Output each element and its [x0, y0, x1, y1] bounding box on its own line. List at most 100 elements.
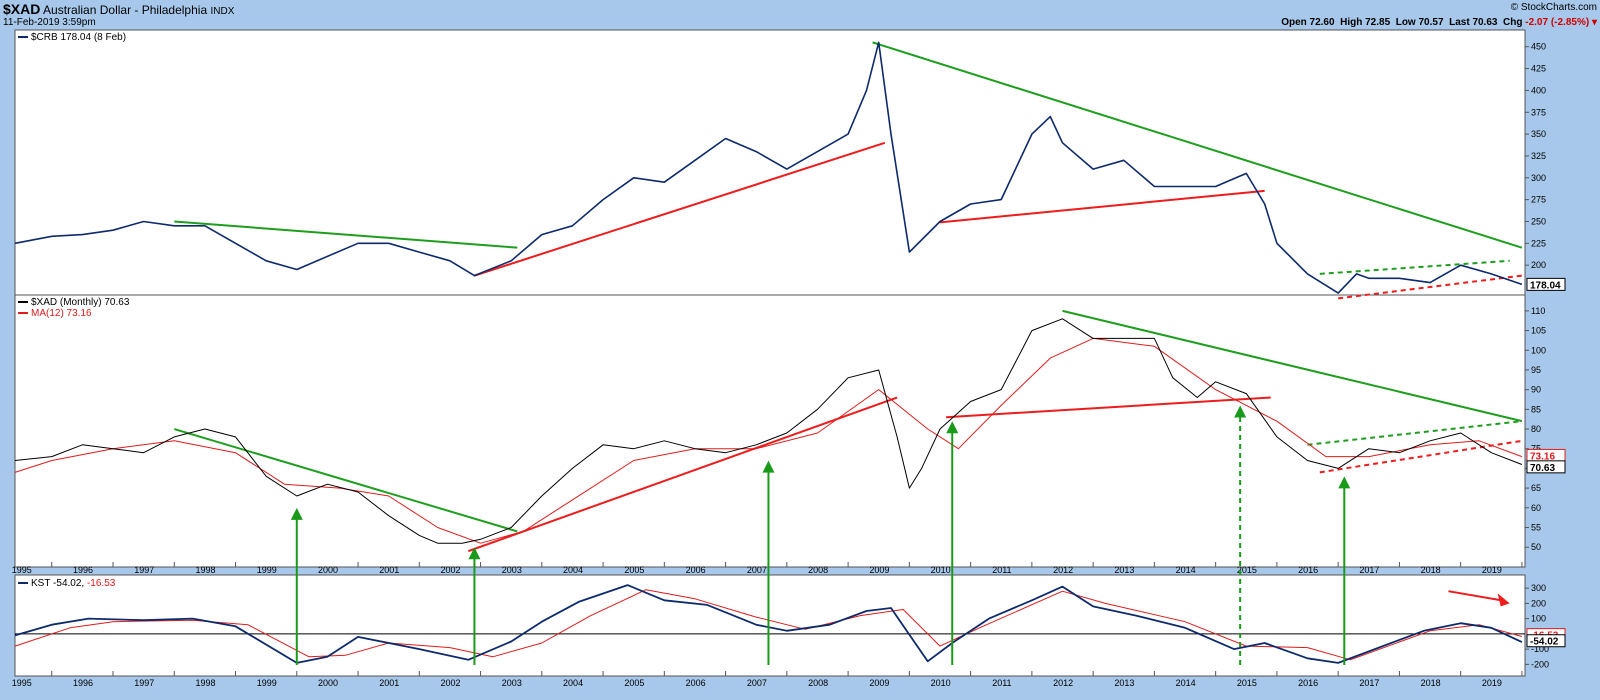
y-tick-label: 250: [1531, 216, 1546, 226]
kst-signal-line: [14, 589, 1523, 661]
last-value: 70.63: [1472, 17, 1498, 28]
x-tick-label: 2012: [1053, 565, 1073, 575]
xad-panel: [14, 294, 1526, 568]
y-tick-label: 100: [1531, 614, 1546, 624]
chart-date: 11-Feb-2019 3:59pm: [3, 17, 96, 28]
x-tick-label: 2017: [1359, 565, 1379, 575]
x-tick-label: 2005: [624, 565, 644, 575]
y-tick-label: 85: [1531, 404, 1541, 414]
x-tick-label: 1996: [73, 565, 93, 575]
xad-trendline: [173, 428, 518, 533]
y-tick-label: 400: [1531, 85, 1546, 95]
x-tick-label: 2012: [1053, 678, 1073, 688]
xad-last-label-box: [1526, 460, 1566, 474]
x-tick-label: 2001: [379, 678, 399, 688]
open-value: 72.60: [1309, 17, 1335, 28]
x-tick-label: 1999: [257, 565, 277, 575]
crb-trendline: [1338, 274, 1523, 300]
x-tick-label: 2000: [318, 678, 338, 688]
x-tick-label: 2018: [1421, 565, 1441, 575]
xad-line: [14, 318, 1523, 544]
arrow-head: [762, 460, 775, 473]
xad-ma-line: [14, 337, 1523, 544]
y-tick-label: 100: [1531, 345, 1546, 355]
y-tick-label: 95: [1531, 365, 1541, 375]
y-tick-label: 75: [1531, 444, 1541, 454]
y-tick-label: 105: [1531, 326, 1546, 336]
x-tick-label: 1998: [196, 565, 216, 575]
y-tick-label: 55: [1531, 522, 1541, 532]
y-tick-label: 300: [1531, 583, 1546, 593]
kst-last-label-box: [1526, 634, 1566, 648]
x-tick-label: 2011: [992, 565, 1011, 575]
x-tick-label: 2001: [379, 565, 399, 575]
kst-annotation-arrow: [1448, 590, 1502, 602]
crb-last-label: 178.04: [1530, 280, 1561, 291]
y-tick-label: 60: [1531, 503, 1541, 513]
x-tick-label: 2006: [686, 565, 706, 575]
y-tick-label: 425: [1531, 64, 1546, 74]
arrow-head: [290, 507, 303, 520]
x-tick-label: 2002: [441, 565, 461, 575]
x-tick-label: 1997: [134, 678, 154, 688]
x-tick-label: 2016: [1298, 565, 1318, 575]
kst-legend: KST -54.02, -16.53: [31, 578, 116, 589]
crb-trendline: [1319, 259, 1510, 275]
x-tick-label: 2019: [1482, 678, 1502, 688]
y-tick-label: 65: [1531, 483, 1541, 493]
x-tick-label: 1996: [73, 678, 93, 688]
x-tick-label: 2013: [1114, 678, 1134, 688]
chart-header: $XAD Australian Dollar - Philadelphia IN…: [0, 0, 1600, 30]
y-tick-label: 80: [1531, 424, 1541, 434]
x-tick-label: 2014: [1176, 565, 1196, 575]
low-value: 70.57: [1418, 17, 1444, 28]
xad-ma-last-label: 73.16: [1530, 451, 1555, 462]
x-tick-label: 1995: [12, 678, 32, 688]
ma-legend: MA(12) 73.16: [31, 308, 92, 319]
x-tick-label: 2011: [992, 678, 1011, 688]
kst-panel: [14, 574, 1526, 677]
x-tick-label: 2009: [869, 565, 889, 575]
x-tick-label: 2005: [624, 678, 644, 688]
xad-last-label: 70.63: [1530, 463, 1555, 474]
y-tick-label: 375: [1531, 107, 1546, 117]
kst-line: [14, 584, 1523, 664]
y-tick-label: 325: [1531, 151, 1546, 161]
x-tick-label: 2010: [931, 565, 951, 575]
x-tick-label: 2013: [1114, 565, 1134, 575]
xad-trendline: [467, 396, 898, 553]
chart-title: $XAD Australian Dollar - Philadelphia IN…: [3, 1, 234, 17]
y-tick-label: 110: [1531, 306, 1545, 316]
xad-trendline: [1062, 309, 1523, 423]
x-tick-label: 2015: [1237, 565, 1257, 575]
arrow-head: [468, 547, 481, 560]
y-tick-label: -100: [1531, 644, 1549, 654]
x-tick-label: 2008: [808, 565, 828, 575]
x-tick-label: 2000: [318, 565, 338, 575]
y-tick-label: 450: [1531, 42, 1546, 52]
x-tick-label: 2019: [1482, 565, 1502, 575]
crb-line: [14, 41, 1523, 294]
x-tick-label: 1999: [257, 678, 277, 688]
change-value: -2.07 (-2.85%): [1525, 17, 1590, 28]
x-tick-label: 2010: [931, 678, 951, 688]
y-tick-label: 275: [1531, 195, 1546, 205]
x-tick-label: 2006: [686, 678, 706, 688]
crb-legend: $CRB 178.04 (8 Feb): [31, 32, 126, 43]
x-tick-label: 2016: [1298, 678, 1318, 688]
y-tick-label: 50: [1531, 542, 1541, 552]
x-tick-label: 2015: [1237, 678, 1257, 688]
crb-trendline: [872, 41, 1523, 249]
y-tick-label: 90: [1531, 385, 1541, 395]
arrow-head: [1234, 405, 1247, 418]
exchange-label: INDX: [210, 6, 235, 17]
symbol-label: $XAD: [3, 1, 41, 17]
x-tick-label: 2002: [441, 678, 461, 688]
kst-annotation-arrow-head: [1497, 593, 1510, 607]
crb-trendline: [474, 141, 886, 277]
credit-label: © StockCharts.com: [1510, 2, 1597, 13]
kst-last-label: -54.02: [1530, 637, 1559, 648]
crb-trendline: [939, 189, 1265, 224]
crb-panel: [14, 29, 1526, 296]
